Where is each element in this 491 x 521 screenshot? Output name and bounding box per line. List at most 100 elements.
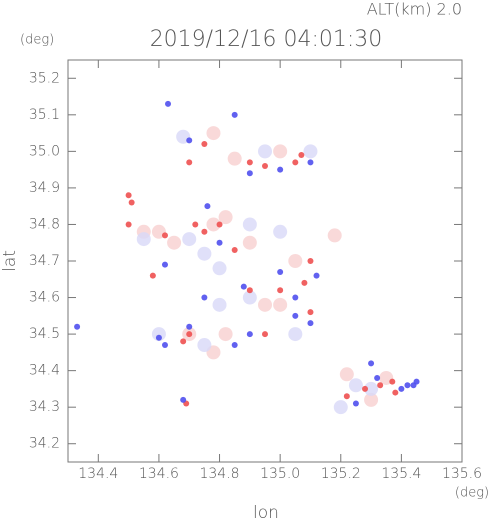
radar-echo bbox=[246, 287, 253, 294]
radar-echo bbox=[374, 374, 381, 381]
radar-echo bbox=[180, 396, 187, 403]
y-tick-label: 34.2 bbox=[29, 436, 60, 452]
x-tick-label: 135.2 bbox=[321, 466, 361, 482]
radar-echo bbox=[303, 144, 318, 159]
radar-echo bbox=[413, 378, 420, 385]
radar-echo bbox=[186, 137, 193, 144]
radar-echo bbox=[277, 287, 284, 294]
radar-echo bbox=[339, 367, 354, 382]
radar-echo bbox=[262, 331, 268, 338]
radar-echo bbox=[327, 228, 342, 243]
radar-echo bbox=[197, 246, 212, 261]
radar-echo bbox=[125, 192, 132, 199]
radar-echo bbox=[258, 297, 272, 312]
y-tick-label: 34.8 bbox=[29, 216, 60, 232]
radar-echo bbox=[125, 221, 132, 228]
radar-echo bbox=[364, 381, 379, 396]
radar-echo bbox=[288, 327, 303, 342]
radar-echo bbox=[240, 283, 247, 290]
y-tick-label: 34.3 bbox=[29, 399, 60, 415]
radar-echo bbox=[292, 294, 299, 301]
y-tick-label: 35.1 bbox=[29, 107, 60, 123]
radar-echo bbox=[389, 378, 396, 385]
chart-title: 2019/12/16 04:01:30 bbox=[150, 27, 383, 52]
radar-echo bbox=[242, 290, 257, 305]
radar-echo bbox=[161, 342, 168, 349]
radar-echo bbox=[218, 327, 233, 342]
radar-echo bbox=[74, 323, 81, 330]
radar-echo bbox=[292, 159, 299, 166]
radar-echo bbox=[298, 152, 305, 159]
radar-echo bbox=[197, 338, 212, 353]
x-axis-label: lon bbox=[253, 503, 279, 521]
radar-echo bbox=[180, 338, 187, 345]
plot-frame bbox=[67, 59, 463, 463]
radar-echo bbox=[136, 232, 151, 247]
radar-echo bbox=[155, 334, 162, 341]
radar-echo bbox=[231, 342, 238, 349]
radar-echo bbox=[292, 312, 299, 319]
radar-echo bbox=[204, 203, 211, 210]
radar-echo bbox=[212, 261, 227, 276]
radar-echo bbox=[165, 100, 172, 107]
radar-echo bbox=[212, 297, 227, 312]
radar-echo bbox=[201, 141, 208, 148]
x-tick-label: 135.6 bbox=[442, 466, 482, 482]
radar-echo bbox=[307, 159, 314, 166]
radar-echo bbox=[186, 159, 193, 166]
x-tick-label: 134.4 bbox=[78, 466, 118, 482]
radar-echo bbox=[182, 232, 197, 247]
radar-echo bbox=[218, 210, 233, 225]
radar-echo bbox=[392, 389, 399, 396]
radar-echo bbox=[273, 144, 288, 159]
radar-echo bbox=[273, 224, 288, 239]
radar-echo bbox=[216, 221, 223, 228]
radar-echo bbox=[368, 360, 375, 367]
radar-echo bbox=[333, 400, 348, 415]
radar-echo bbox=[398, 385, 405, 392]
y-tick-label: 34.9 bbox=[29, 180, 60, 196]
radar-echo bbox=[186, 323, 193, 330]
radar-echo bbox=[362, 385, 369, 392]
radar-echo bbox=[201, 228, 208, 235]
radar-echo bbox=[313, 272, 320, 279]
radar-echo bbox=[307, 258, 314, 264]
x-tick-label: 135.0 bbox=[260, 466, 300, 482]
radar-echo bbox=[206, 217, 221, 232]
radar-echo bbox=[246, 331, 253, 338]
radar-echo bbox=[246, 159, 253, 166]
radar-echo bbox=[343, 393, 350, 400]
x-unit: (deg) bbox=[455, 486, 489, 501]
radar-echo bbox=[227, 151, 242, 166]
y-axis-label: lat bbox=[0, 250, 20, 272]
y-tick-label: 34.6 bbox=[29, 290, 60, 306]
radar-echo bbox=[307, 320, 314, 327]
y-tick-label: 34.5 bbox=[29, 326, 60, 342]
radar-echo bbox=[288, 254, 303, 268]
radar-echo bbox=[258, 144, 272, 159]
radar-echo bbox=[273, 297, 288, 312]
subtitle: ALT(km) 2.0 bbox=[367, 0, 462, 19]
radar-echo bbox=[149, 272, 156, 279]
radar-echo bbox=[231, 247, 238, 254]
y-tick-label: 35.0 bbox=[29, 143, 60, 159]
y-tick-label: 34.7 bbox=[29, 253, 60, 269]
y-tick-label: 34.4 bbox=[29, 363, 60, 379]
radar-echo bbox=[242, 217, 257, 232]
radar-echo bbox=[404, 382, 411, 389]
radar-echo bbox=[364, 392, 379, 407]
x-tick-label: 134.6 bbox=[139, 466, 179, 482]
y-tick-label: 35.2 bbox=[29, 70, 60, 86]
radar-echo bbox=[161, 232, 168, 239]
radar-echo bbox=[167, 235, 182, 250]
radar-echo bbox=[352, 400, 359, 407]
radar-echo bbox=[262, 162, 268, 169]
radar-echo bbox=[192, 221, 199, 228]
radar-echo bbox=[307, 309, 314, 316]
radar-echo bbox=[246, 170, 253, 177]
radar-echo bbox=[161, 261, 168, 268]
radar-echo bbox=[186, 331, 193, 338]
radar-echo bbox=[348, 378, 363, 393]
